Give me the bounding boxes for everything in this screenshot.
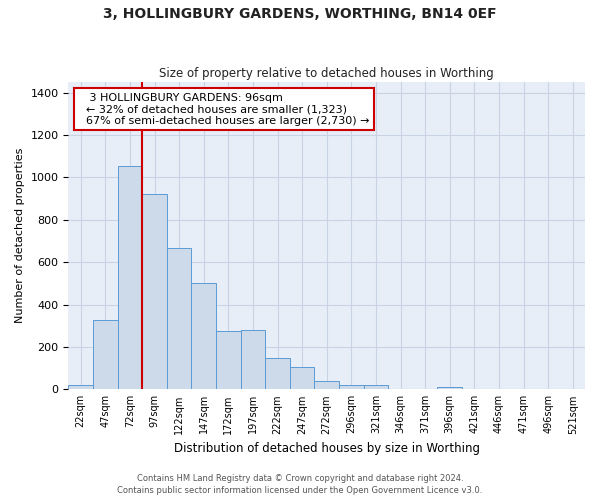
Bar (314, 381, 339, 390)
Bar (142, 194, 167, 390)
Bar (216, 331, 241, 390)
Text: 3 HOLLINGBURY GARDENS: 96sqm
  ← 32% of detached houses are smaller (1,323)
  67: 3 HOLLINGBURY GARDENS: 96sqm ← 32% of de… (79, 93, 369, 126)
Bar (68, 385, 93, 390)
Y-axis label: Number of detached properties: Number of detached properties (15, 148, 25, 324)
Bar (290, 367, 314, 390)
X-axis label: Distribution of detached houses by size in Worthing: Distribution of detached houses by size … (174, 442, 480, 455)
Bar (339, 384, 364, 390)
Title: Size of property relative to detached houses in Worthing: Size of property relative to detached ho… (160, 66, 494, 80)
Bar (167, 248, 191, 390)
Bar (265, 358, 290, 390)
Bar (364, 384, 388, 390)
Text: 3, HOLLINGBURY GARDENS, WORTHING, BN14 0EF: 3, HOLLINGBURY GARDENS, WORTHING, BN14 0… (103, 8, 497, 22)
Bar (437, 387, 462, 390)
Text: Contains HM Land Registry data © Crown copyright and database right 2024.
Contai: Contains HM Land Registry data © Crown c… (118, 474, 482, 495)
Bar (241, 330, 265, 390)
Bar (191, 284, 216, 390)
Bar (118, 166, 142, 390)
Bar (93, 320, 118, 390)
